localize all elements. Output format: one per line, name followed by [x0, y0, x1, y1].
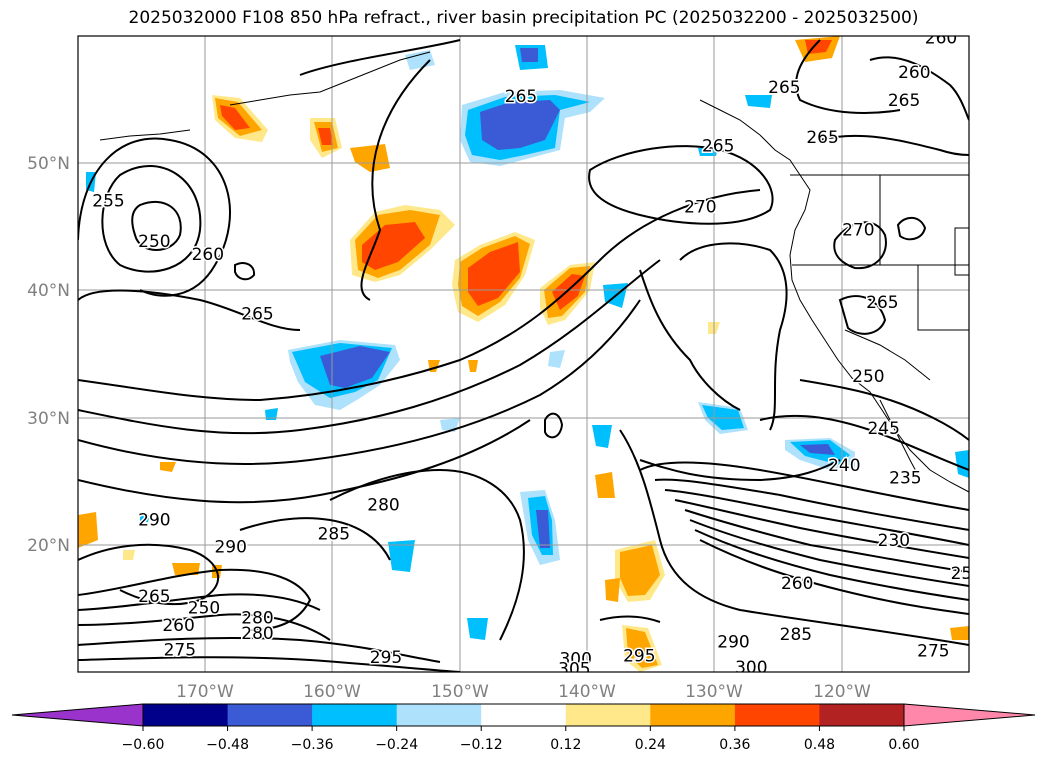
colorbar-swatch — [819, 704, 905, 726]
contour-label: 265 — [138, 587, 170, 607]
y-axis: 20°N 30°N 40°N 50°N — [27, 154, 70, 556]
contour-label: 265 — [806, 128, 838, 148]
colorbar-tick-label: −0.60 — [122, 737, 165, 753]
contour-label: 230 — [878, 531, 910, 551]
x-tick-label: 120°W — [813, 682, 871, 702]
blob-mid-pacific-blue — [288, 340, 400, 410]
colorbar-swatch — [481, 704, 567, 726]
x-tick-label: 170°W — [176, 682, 234, 702]
colorbar-swatch — [143, 704, 229, 726]
contour-label: 235 — [889, 469, 921, 489]
x-axis: 170°W 160°W 150°W 140°W 130°W 120°W — [176, 682, 871, 702]
contour-label: 280 — [241, 609, 273, 629]
colorbar-tick-label: 0.36 — [719, 737, 750, 753]
contour-label: 280 — [241, 624, 273, 644]
coastlines — [99, 51, 969, 493]
plot-frame — [77, 35, 970, 673]
contour-label: 295 — [370, 648, 402, 668]
contour-label: 265 — [241, 305, 273, 325]
contour-label: 305 — [558, 660, 590, 680]
colorbar-swatch — [650, 704, 736, 726]
contour-label: 260 — [925, 29, 957, 49]
contour-label: 265 — [768, 78, 800, 98]
contour-label: 25 — [951, 564, 973, 584]
blob-top-small — [405, 45, 772, 156]
blob-south-orange — [78, 322, 969, 672]
contour-label: 290 — [214, 537, 246, 557]
contour-label: 255 — [92, 191, 124, 211]
y-tick-label: 30°N — [27, 409, 70, 429]
contour-label: 290 — [138, 511, 170, 531]
colorbar-tick-label: 0.60 — [888, 737, 919, 753]
contour-label: 260 — [192, 245, 224, 265]
colorbar-swatch — [396, 704, 482, 726]
contour-label: 270 — [684, 198, 716, 218]
contour-labels: 2552502602652652652702652652602652602702… — [91, 0, 973, 680]
colorbar-tick-label: −0.48 — [206, 737, 249, 753]
contour-label: 300 — [559, 649, 591, 669]
refractivity-contours — [78, 39, 969, 672]
colorbar-tick-label: 0.12 — [550, 737, 581, 753]
blob-central-blue — [140, 283, 628, 640]
contour-label: 280 — [367, 495, 399, 515]
contour-label: 260 — [162, 616, 194, 636]
colorbar-tick-label: 0.48 — [804, 737, 835, 753]
blob-center-red — [350, 205, 595, 325]
y-tick-label: 50°N — [27, 154, 70, 174]
colorbar-swatch — [565, 704, 651, 726]
contour-label: 275 — [164, 640, 196, 660]
blob-alaska-gulf — [460, 90, 605, 166]
x-tick-label: 130°W — [685, 682, 743, 702]
contour-label: 290 — [717, 633, 749, 653]
contour-label: 300 — [735, 658, 767, 678]
contour-label: 285 — [318, 525, 350, 545]
contour-label: 260 — [898, 63, 930, 83]
contour-label: 245 — [867, 419, 899, 439]
colorbar-swatch — [312, 704, 398, 726]
x-tick-label: 150°W — [431, 682, 489, 702]
blob-west-orange — [212, 36, 840, 172]
colorbar-tick-label: −0.36 — [291, 737, 334, 753]
colorbar-tick-label: 0.24 — [635, 737, 666, 753]
shaded-regions — [78, 36, 969, 672]
contour-label: 265 — [866, 293, 898, 313]
colorbar: −0.60 −0.48 −0.36 −0.24 −0.12 0.12 0.24 0.36 0.4… — [11, 703, 1036, 753]
colorbar-frame — [142, 703, 905, 727]
y-tick-label: 20°N — [27, 536, 70, 556]
chart-title: 2025032000 F108 850 hPa refract., river … — [128, 8, 919, 28]
contour-label: 265 — [702, 137, 734, 157]
colorbar-extend-low — [11, 703, 144, 727]
contour-label: 240 — [828, 456, 860, 476]
contour-label: 265 — [514, 0, 546, 16]
colorbar-swatch — [734, 704, 820, 726]
contour-label: 295 — [623, 647, 655, 667]
contour-label: 285 — [780, 625, 812, 645]
colorbar-tick-label: −0.24 — [375, 737, 418, 753]
colorbar-extend-high — [903, 703, 1036, 727]
contour-label: 265 — [505, 87, 537, 107]
colorbar-swatch — [227, 704, 313, 726]
colorbar-tick-label: −0.12 — [460, 737, 503, 753]
contour-label: 270 — [842, 221, 874, 241]
y-tick-label: 40°N — [27, 281, 70, 301]
x-tick-label: 160°W — [303, 682, 361, 702]
contour-label: 250 — [188, 598, 220, 618]
contour-label: 250 — [852, 367, 884, 387]
contour-label: 265 — [888, 91, 920, 111]
contour-label: 275 — [917, 642, 949, 662]
x-tick-label: 140°W — [558, 682, 616, 702]
contour-label: 260 — [781, 574, 813, 594]
contour-label: 250 — [138, 232, 170, 252]
gridlines — [78, 36, 969, 672]
